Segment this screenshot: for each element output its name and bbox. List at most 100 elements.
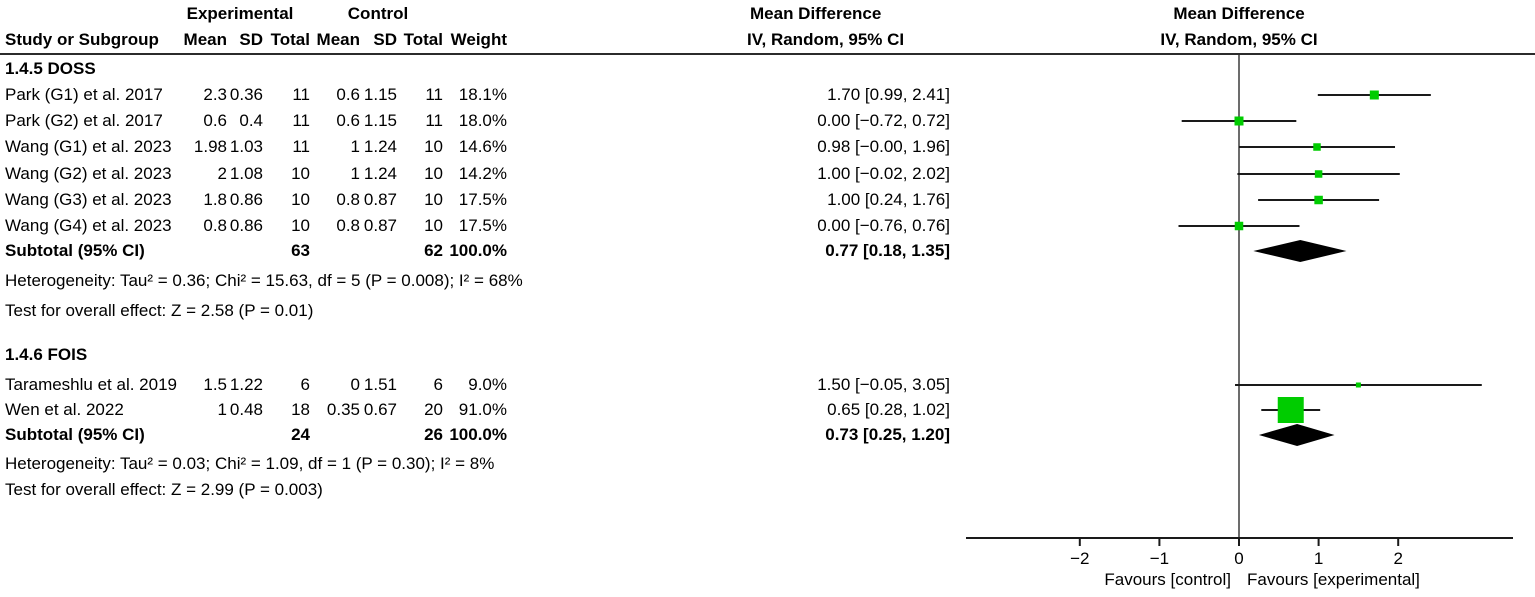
subtotal-exp-total: 24 — [291, 425, 310, 444]
ctrl-total: 11 — [425, 111, 443, 130]
col-exp-sd-header: SD — [239, 30, 263, 49]
study-label: Park (G1) et al. 2017 — [5, 85, 163, 104]
exp-total: 11 — [292, 137, 310, 156]
ctrl-mean: 0.8 — [336, 190, 360, 209]
study-row: Park (G1) et al. 2017 2.3 0.36 11 0.6 1.… — [5, 82, 950, 108]
exp-mean: 1 — [217, 400, 227, 419]
ci-text: 1.70 [0.99, 2.41] — [827, 85, 950, 104]
exp-sd: 0.4 — [239, 111, 263, 130]
effect-marker — [1314, 195, 1323, 205]
subtotal-weight: 100.0% — [449, 425, 507, 444]
col-exp-mean-header: Mean — [183, 30, 227, 49]
subtotal-weight: 100.0% — [449, 241, 507, 260]
exp-total: 10 — [291, 190, 310, 209]
study-label: Wen et al. 2022 — [5, 400, 124, 419]
col-exp-total-header: Total — [270, 30, 310, 49]
exp-mean: 0.8 — [203, 216, 227, 235]
exp-sd: 0.36 — [229, 85, 263, 104]
weight: 18.0% — [458, 111, 507, 130]
study-row: Wang (G1) et al. 2023 1.98 1.03 11 1 1.2… — [5, 134, 950, 160]
header-md-plot: Mean Difference — [1173, 4, 1305, 23]
subtotal-label: Subtotal (95% CI) — [5, 241, 145, 260]
study-label: Park (G2) et al. 2017 — [5, 111, 163, 130]
weight: 18.1% — [458, 85, 507, 104]
subtotal-exp-total: 63 — [291, 241, 310, 260]
ci-text: 0.98 [−0.00, 1.96] — [817, 137, 950, 156]
exp-sd: 1.08 — [229, 164, 263, 183]
col-ctrl-mean-header: Mean — [316, 30, 360, 49]
weight: 14.2% — [458, 164, 507, 183]
study-label: Wang (G1) et al. 2023 — [5, 137, 172, 156]
heterogeneity-note: Heterogeneity: Tau² = 0.36; Chi² = 15.63… — [5, 271, 523, 290]
subtotal-ctrl-total: 62 — [424, 241, 443, 260]
header-md-stats: Mean Difference — [750, 4, 882, 23]
study-label: Tarameshlu et al. 2019 — [5, 375, 177, 394]
study-row: Wang (G3) et al. 2023 1.8 0.86 10 0.8 0.… — [5, 187, 950, 213]
study-label: Wang (G3) et al. 2023 — [5, 190, 172, 209]
heterogeneity-note: Heterogeneity: Tau² = 0.03; Chi² = 1.09,… — [5, 454, 495, 473]
exp-mean: 1.8 — [203, 190, 227, 209]
ctrl-sd: 1.51 — [363, 375, 397, 394]
exp-total: 10 — [291, 216, 310, 235]
study-row: Wen et al. 2022 1 0.48 18 0.35 0.67 20 9… — [5, 397, 950, 423]
ci-text: 0.00 [−0.76, 0.76] — [817, 216, 950, 235]
ctrl-total: 10 — [424, 137, 443, 156]
col-ctrl-total-header: Total — [403, 30, 443, 49]
overall-effect-note: Test for overall effect: Z = 2.58 (P = 0… — [5, 301, 314, 320]
weight: 17.5% — [458, 216, 507, 235]
axis-tick-label: −1 — [1150, 549, 1169, 568]
ci-text: 0.00 [−0.72, 0.72] — [817, 111, 950, 130]
axis-tick-label: 2 — [1393, 549, 1402, 568]
effect-marker — [1355, 382, 1361, 388]
exp-total: 11 — [292, 85, 310, 104]
subtotal-ctrl-total: 26 — [424, 425, 443, 444]
study-row: Park (G2) et al. 2017 0.6 0.4 11 0.6 1.1… — [5, 108, 950, 134]
effect-marker — [1369, 90, 1379, 100]
effect-marker — [1313, 143, 1321, 151]
col-ctrl-sd-header: SD — [373, 30, 397, 49]
subtotal-row: Subtotal (95% CI) 24 26 100.0% 0.73 [0.2… — [5, 422, 950, 448]
ctrl-sd: 1.24 — [363, 164, 397, 183]
axis-tick-label: 0 — [1234, 549, 1243, 568]
axis-tick-label: −2 — [1070, 549, 1089, 568]
subtotal-label: Subtotal (95% CI) — [5, 425, 145, 444]
ctrl-mean: 1 — [350, 164, 360, 183]
ctrl-mean: 1 — [350, 137, 360, 156]
ci-text: 1.00 [−0.02, 2.02] — [817, 164, 950, 183]
ctrl-mean: 0.35 — [326, 400, 360, 419]
header-experimental: Experimental — [186, 4, 294, 23]
ctrl-sd: 1.15 — [363, 111, 397, 130]
exp-sd: 0.86 — [229, 190, 263, 209]
ctrl-mean: 0 — [350, 375, 360, 394]
ctrl-sd: 1.24 — [363, 137, 397, 156]
favours-right-label: Favours [experimental] — [1247, 570, 1420, 589]
ctrl-mean: 0.8 — [336, 216, 360, 235]
effect-marker — [1234, 116, 1244, 126]
ctrl-total: 20 — [424, 400, 443, 419]
exp-mean: 2.3 — [203, 85, 227, 104]
exp-sd: 1.22 — [229, 375, 263, 394]
ctrl-total: 10 — [424, 190, 443, 209]
study-label: Wang (G2) et al. 2023 — [5, 164, 172, 183]
exp-mean: 1.98 — [193, 137, 227, 156]
col-weight-header: Weight — [450, 30, 507, 49]
effect-marker — [1314, 170, 1323, 178]
ctrl-total: 10 — [424, 164, 443, 183]
ctrl-sd: 0.87 — [363, 216, 397, 235]
exp-total: 6 — [300, 375, 310, 394]
exp-sd: 0.48 — [229, 400, 263, 419]
axis-tick-label: 1 — [1314, 549, 1323, 568]
effect-marker — [1277, 397, 1304, 423]
exp-total: 10 — [291, 164, 310, 183]
subtotal-ci-text: 0.77 [0.18, 1.35] — [825, 241, 950, 260]
ctrl-mean: 0.6 — [336, 85, 360, 104]
ctrl-sd: 1.15 — [363, 85, 397, 104]
study-label: Wang (G4) et al. 2023 — [5, 216, 172, 235]
exp-total: 18 — [291, 400, 310, 419]
effect-marker — [1234, 221, 1244, 231]
col-ci-header: IV, Random, 95% CI — [747, 30, 905, 49]
ctrl-sd: 0.87 — [363, 190, 397, 209]
weight: 14.6% — [458, 137, 507, 156]
subgroup-title: 1.4.5 DOSS — [5, 59, 96, 78]
